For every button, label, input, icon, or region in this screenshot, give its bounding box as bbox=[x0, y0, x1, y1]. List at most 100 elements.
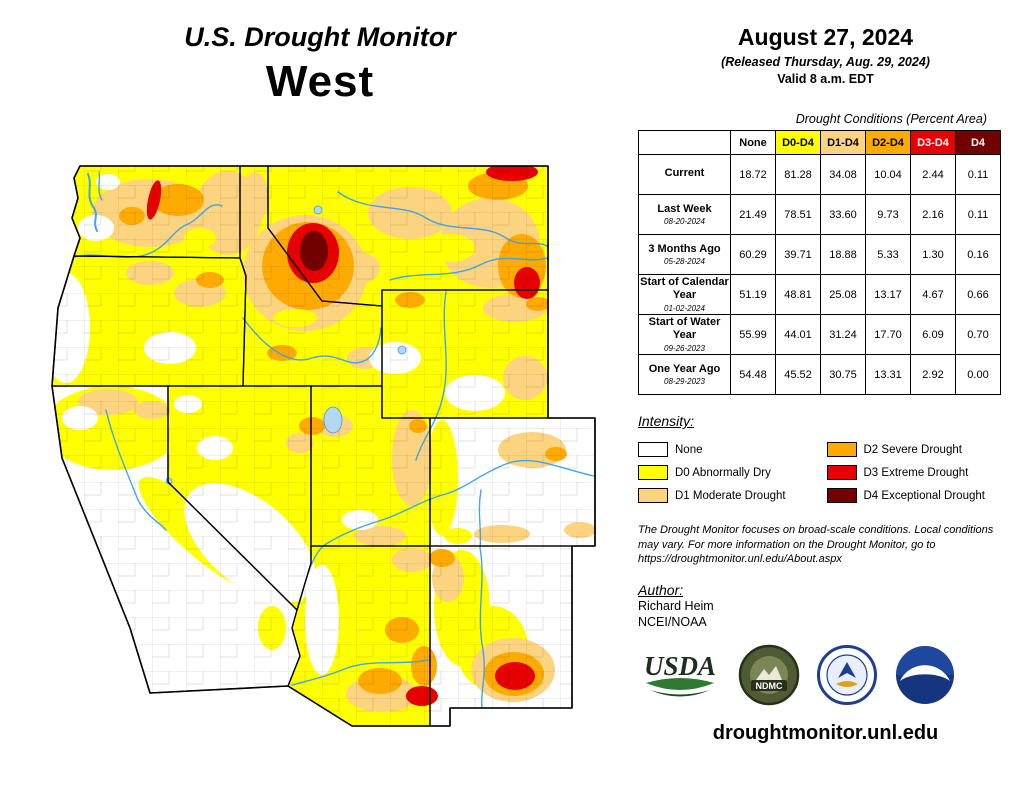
table-row-start-water-year: Start of Water Year 09-26-2023 55.99 44.0… bbox=[638, 314, 1001, 355]
swatch-d2 bbox=[826, 442, 857, 457]
cell-value: 51.19 bbox=[730, 274, 776, 315]
legend-label: D3 Extreme Drought bbox=[863, 466, 969, 479]
great-salt-lake bbox=[323, 406, 343, 434]
cell-value: 34.08 bbox=[820, 154, 866, 195]
legend-label: D2 Severe Drought bbox=[863, 443, 962, 456]
legend-label: D0 Abnormally Dry bbox=[675, 466, 771, 479]
author-name: Richard Heim bbox=[638, 598, 714, 613]
row-label: One Year Ago bbox=[648, 362, 721, 375]
report-title: U.S. Drought Monitor bbox=[184, 22, 456, 52]
cell-value: 21.49 bbox=[730, 194, 776, 235]
row-label: Start of Water Year bbox=[648, 316, 721, 341]
cell-value: 5.33 bbox=[865, 234, 911, 275]
missouri-river bbox=[337, 191, 548, 247]
footer-url: droughtmonitor.unl.edu bbox=[712, 722, 939, 745]
drought-conditions-table: None D0-D4 D1-D4 D2-D4 D3-D4 D4 Current … bbox=[638, 130, 1001, 395]
cell-value: 6.09 bbox=[910, 314, 956, 355]
intensity-heading: Intensity: bbox=[638, 413, 695, 429]
cell-value: 0.16 bbox=[955, 234, 1001, 275]
row-label: Current bbox=[664, 167, 705, 180]
cell-value: 0.11 bbox=[955, 194, 1001, 235]
drought-overlays bbox=[52, 166, 595, 726]
col-header-d1: D1-D4 bbox=[820, 130, 866, 155]
cell-value: 45.52 bbox=[775, 354, 821, 395]
cell-value: 17.70 bbox=[865, 314, 911, 355]
cell-value: 18.72 bbox=[730, 154, 776, 195]
legend-item-d4: D4 Exceptional Drought bbox=[826, 484, 1014, 507]
sacramento-river bbox=[105, 409, 167, 531]
flathead-lake bbox=[313, 205, 323, 215]
report-date: August 27, 2024 bbox=[737, 24, 914, 50]
cell-value: 9.73 bbox=[865, 194, 911, 235]
cell-value: 55.99 bbox=[730, 314, 776, 355]
gila-river bbox=[291, 659, 429, 686]
cell-value: 33.60 bbox=[820, 194, 866, 235]
intensity-section: Intensity: None D0 Abnormally Dry D1 Mod… bbox=[638, 413, 1013, 507]
cell-value: 10.04 bbox=[865, 154, 911, 195]
swatch-none bbox=[638, 442, 668, 457]
yellowstone-lake bbox=[397, 345, 407, 355]
author-section: Author: Richard Heim NCEI/NOAA bbox=[638, 582, 1013, 632]
cell-value: 0.11 bbox=[955, 154, 1001, 195]
agency-logos: USDA NDMC bbox=[638, 644, 1013, 711]
report-title-block: U.S. Drought Monitor West bbox=[30, 22, 610, 107]
cell-value: 0.66 bbox=[955, 274, 1001, 315]
cell-value: 2.92 bbox=[910, 354, 956, 395]
row-date: 01-02-2024 bbox=[664, 303, 705, 313]
row-label: 3 Months Ago bbox=[648, 242, 721, 255]
cell-value: 78.51 bbox=[775, 194, 821, 235]
puget-sound-2 bbox=[98, 171, 103, 201]
swatch-d0 bbox=[638, 465, 668, 480]
yellowstone-river bbox=[389, 257, 548, 281]
cell-value: 81.28 bbox=[775, 154, 821, 195]
legend-item-d1: D1 Moderate Drought bbox=[638, 484, 825, 507]
table-row-current: Current 18.72 81.28 34.08 10.04 2.44 0.1… bbox=[638, 154, 1001, 195]
region-title: West bbox=[265, 57, 375, 106]
table-row-one-year-ago: One Year Ago 08-29-2023 54.48 45.52 30.75… bbox=[638, 354, 1001, 395]
drought-map-svg bbox=[51, 165, 596, 727]
legend-item-d3: D3 Extreme Drought bbox=[826, 461, 1014, 484]
col-header-d2: D2-D4 bbox=[865, 130, 911, 155]
legend-item-d0: D0 Abnormally Dry bbox=[638, 461, 825, 484]
released-date: (Released Thursday, Aug. 29, 2024) bbox=[721, 55, 930, 69]
row-date: 08-29-2023 bbox=[664, 377, 705, 387]
col-header-d3: D3-D4 bbox=[910, 130, 956, 155]
swatch-d4 bbox=[826, 488, 857, 503]
cell-value: 39.71 bbox=[775, 234, 821, 275]
table-row-last-week: Last Week 08-20-2024 21.49 78.51 33.60 9.… bbox=[638, 194, 1001, 235]
intensity-legend: None D0 Abnormally Dry D1 Moderate Droug… bbox=[638, 438, 1013, 507]
cell-value: 13.31 bbox=[865, 354, 911, 395]
table-header-row: None D0-D4 D1-D4 D2-D4 D3-D4 D4 bbox=[638, 130, 1001, 155]
cell-value: 2.16 bbox=[910, 194, 956, 235]
swatch-d1 bbox=[638, 488, 668, 503]
svg-text:USDA: USDA bbox=[644, 651, 716, 681]
colorado-river bbox=[297, 459, 595, 609]
col-header-none: None bbox=[730, 130, 776, 155]
row-label: Start of Calendar Year bbox=[640, 276, 729, 301]
row-label: Last Week bbox=[657, 202, 712, 215]
valid-time: Valid 8 a.m. EDT bbox=[777, 72, 874, 86]
puget-sound bbox=[87, 173, 98, 232]
region-outline bbox=[51, 165, 596, 727]
rio-grande-river bbox=[478, 489, 485, 708]
disclaimer-text: The Drought Monitor focuses on broad-sca… bbox=[638, 524, 994, 566]
row-date: 08-20-2024 bbox=[664, 217, 705, 227]
usda-logo: USDA bbox=[638, 647, 722, 708]
author-org: NCEI/NOAA bbox=[638, 615, 707, 630]
cell-value: 60.29 bbox=[730, 234, 776, 275]
table-row-3-months-ago: 3 Months Ago 05-28-2024 60.29 39.71 18.88… bbox=[638, 234, 1001, 275]
cell-value: 0.70 bbox=[955, 314, 1001, 355]
cell-value: 1.30 bbox=[910, 234, 956, 275]
row-date: 05-28-2024 bbox=[664, 257, 705, 267]
col-header-d0: D0-D4 bbox=[775, 130, 821, 155]
cell-value: 31.24 bbox=[820, 314, 866, 355]
row-date: 09-26-2023 bbox=[664, 343, 705, 353]
cell-value: 48.81 bbox=[775, 274, 821, 315]
legend-label: None bbox=[675, 443, 703, 456]
cell-value: 0.00 bbox=[955, 354, 1001, 395]
cell-value: 18.88 bbox=[820, 234, 866, 275]
legend-item-d2: D2 Severe Drought bbox=[826, 438, 1014, 461]
legend-label: D1 Moderate Drought bbox=[675, 489, 786, 502]
cell-value: 13.17 bbox=[865, 274, 911, 315]
